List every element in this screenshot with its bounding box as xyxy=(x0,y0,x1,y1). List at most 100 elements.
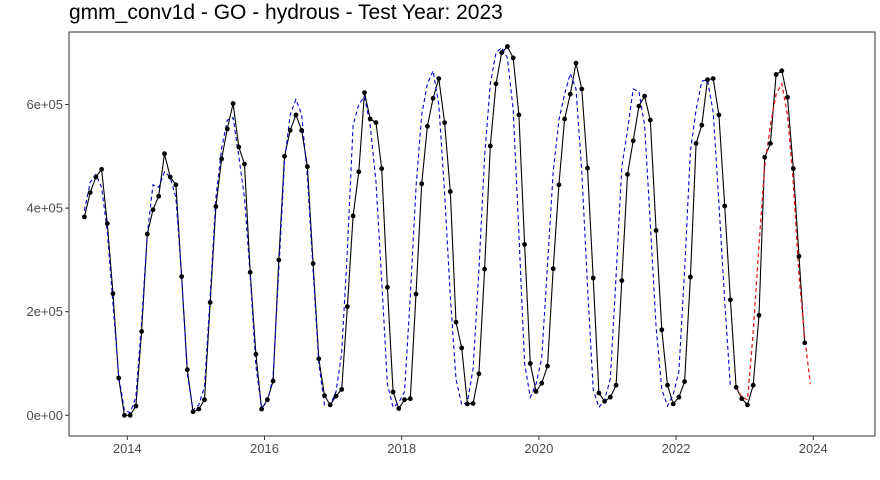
data-point xyxy=(305,164,310,170)
x-tick-label: 2024 xyxy=(799,441,828,456)
data-point xyxy=(527,361,533,366)
x-tick-label: 2014 xyxy=(113,441,142,456)
data-point xyxy=(202,397,207,403)
data-point xyxy=(768,141,773,146)
data-point xyxy=(87,190,93,196)
data-point xyxy=(487,143,493,149)
data-point xyxy=(179,274,185,279)
data-point xyxy=(470,401,476,406)
panel-background xyxy=(69,32,875,436)
data-point xyxy=(327,402,333,408)
data-point xyxy=(459,345,465,351)
data-point xyxy=(139,329,145,334)
data-point xyxy=(219,156,225,162)
data-point xyxy=(596,390,602,396)
data-point xyxy=(567,91,573,97)
data-point xyxy=(682,379,687,384)
data-point xyxy=(133,403,139,409)
data-point xyxy=(453,319,459,325)
data-point xyxy=(785,94,790,100)
data-point xyxy=(333,393,339,399)
y-tick-label: 0e+00 xyxy=(26,408,63,423)
data-point xyxy=(350,213,356,219)
data-point xyxy=(396,406,402,411)
data-point xyxy=(693,141,699,146)
data-point xyxy=(613,382,619,388)
series-line-fitted xyxy=(83,46,731,414)
data-point xyxy=(247,269,253,275)
data-point xyxy=(493,81,499,87)
data-point xyxy=(733,384,739,390)
data-point xyxy=(236,144,242,150)
data-point xyxy=(207,300,213,305)
data-point xyxy=(345,304,350,309)
data-point xyxy=(482,266,487,272)
data-point xyxy=(716,112,722,118)
data-point xyxy=(573,60,579,66)
y-tick-label: 6e+05 xyxy=(26,97,63,112)
data-point xyxy=(402,397,407,403)
data-point xyxy=(750,382,756,388)
data-point xyxy=(259,406,264,412)
data-point xyxy=(93,174,99,180)
data-point xyxy=(590,275,596,281)
series-line-forecast xyxy=(735,81,812,401)
data-point xyxy=(373,120,379,125)
data-point xyxy=(310,261,316,266)
data-point xyxy=(322,393,327,398)
data-point xyxy=(516,112,522,118)
data-point xyxy=(299,127,305,133)
data-point xyxy=(339,387,345,392)
data-point xyxy=(436,76,442,81)
data-point xyxy=(265,397,270,403)
data-point xyxy=(385,284,390,290)
data-point xyxy=(99,166,104,172)
data-point xyxy=(710,76,716,81)
data-point xyxy=(585,165,590,171)
data-point xyxy=(379,166,385,172)
data-point xyxy=(276,257,282,263)
data-point xyxy=(224,126,230,132)
data-point xyxy=(630,138,636,144)
data-point xyxy=(362,90,367,95)
data-point xyxy=(316,356,322,362)
data-point xyxy=(539,380,545,386)
data-point xyxy=(670,401,676,407)
data-point xyxy=(728,297,733,303)
data-point xyxy=(545,363,550,369)
data-point xyxy=(562,116,567,122)
data-point xyxy=(162,151,167,157)
y-tick-label: 2e+05 xyxy=(26,304,63,319)
data-point xyxy=(156,193,162,199)
data-point xyxy=(773,72,779,77)
data-point xyxy=(122,412,127,418)
data-point xyxy=(790,166,796,172)
data-point xyxy=(150,207,156,213)
data-point xyxy=(173,182,179,188)
data-point xyxy=(625,172,630,177)
data-point xyxy=(167,174,173,180)
data-point xyxy=(242,161,247,167)
data-point xyxy=(282,153,287,159)
data-point xyxy=(413,291,419,297)
chart-title: gmm_conv1d - GO - hydrous - Test Year: 2… xyxy=(69,1,503,24)
data-point xyxy=(647,117,653,123)
data-point xyxy=(756,312,762,318)
data-point xyxy=(579,86,585,92)
data-point xyxy=(287,127,293,133)
data-point xyxy=(533,389,539,394)
data-point xyxy=(522,242,527,247)
x-tick-label: 2022 xyxy=(662,441,691,456)
data-point xyxy=(110,291,116,296)
data-point xyxy=(705,77,710,83)
data-point xyxy=(144,231,150,237)
x-tick-label: 2020 xyxy=(524,441,553,456)
data-point xyxy=(196,406,202,412)
data-point xyxy=(802,340,808,346)
data-point xyxy=(419,181,425,187)
data-point xyxy=(270,378,276,384)
data-point xyxy=(665,382,670,388)
data-point xyxy=(619,278,625,283)
data-point xyxy=(253,351,259,357)
